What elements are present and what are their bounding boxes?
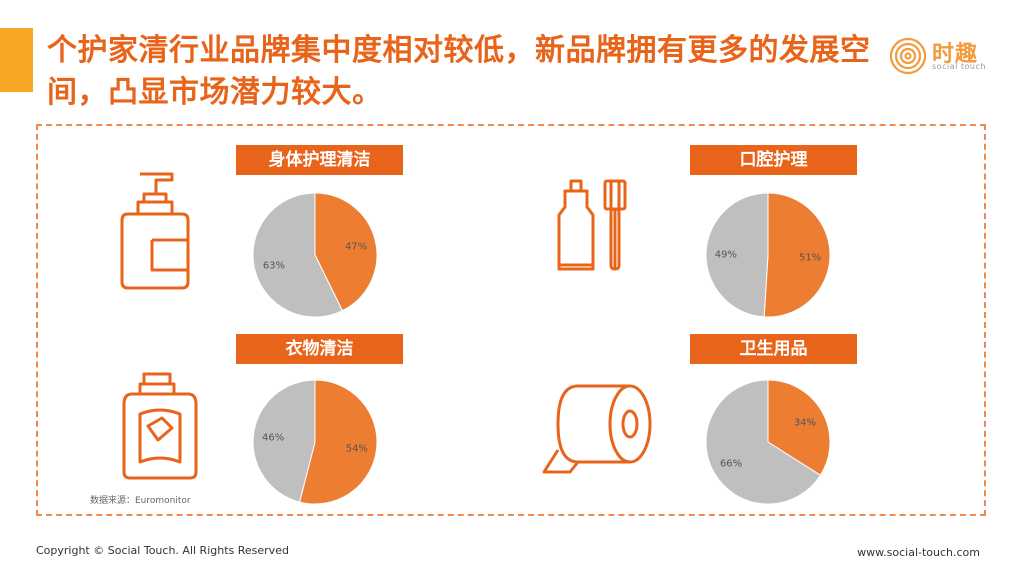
pie-label-3-1: 66% xyxy=(720,458,742,469)
logo-text: 时趣 xyxy=(932,42,979,67)
detergent-bottle-icon xyxy=(122,372,198,480)
pie-label-0-0: 47% xyxy=(345,241,367,252)
pie-chart-body-care: 47% 63% xyxy=(252,192,378,318)
label-laundry: 衣物清洁 xyxy=(236,334,403,364)
pie-slice-1-0 xyxy=(763,192,831,318)
lotion-pump-bottle-icon xyxy=(120,172,190,290)
title-accent-bar xyxy=(0,28,33,92)
footer-website[interactable]: www.social-touch.com xyxy=(857,546,980,559)
pie-slice-3-1 xyxy=(705,379,822,505)
label-hygiene: 卫生用品 xyxy=(690,334,857,364)
pie-slice-2-0 xyxy=(298,379,378,505)
data-source-note: 数据来源：Euromonitor xyxy=(90,496,191,506)
pie-slice-1-1 xyxy=(705,192,769,318)
pie-label-3-0: 34% xyxy=(794,418,816,429)
page-title: 个护家清行业品牌集中度相对较低，新品牌拥有更多的发展空间，凸显市场潜力较大。 xyxy=(47,33,871,110)
pie-slice-0-1 xyxy=(252,192,344,318)
pie-label-2-1: 46% xyxy=(262,433,284,444)
pie-chart-hygiene: 34% 66% xyxy=(705,379,831,505)
spiral-logo-icon xyxy=(889,37,927,75)
toilet-paper-roll-icon xyxy=(542,384,652,474)
pie-label-2-0: 54% xyxy=(346,443,368,454)
logo-subtext: social touch xyxy=(932,62,986,71)
pie-slice-0-0 xyxy=(314,192,378,312)
pie-label-1-0: 51% xyxy=(799,252,821,263)
pie-label-0-1: 63% xyxy=(263,261,285,272)
footer-copyright: Copyright © Social Touch. All Rights Res… xyxy=(36,544,289,557)
pie-chart-oral-care: 51% 49% xyxy=(705,192,831,318)
pie-chart-laundry: 54% 46% xyxy=(252,379,378,505)
label-body-care: 身体护理清洁 xyxy=(236,145,403,175)
brand-logo: 时趣 social touch xyxy=(888,36,998,76)
pie-label-1-1: 49% xyxy=(715,250,737,261)
toothpaste-toothbrush-icon xyxy=(557,179,627,271)
label-oral-care: 口腔护理 xyxy=(690,145,857,175)
pie-slice-2-1 xyxy=(252,379,316,503)
content-frame xyxy=(36,124,986,516)
